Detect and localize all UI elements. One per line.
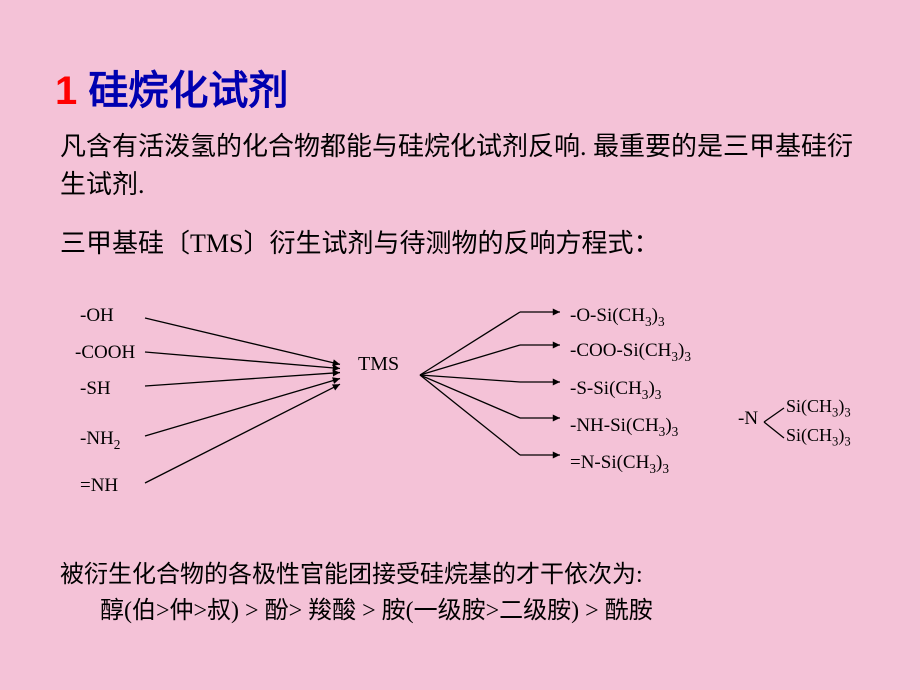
extra-n-prefix: -N (738, 408, 758, 430)
paragraph-1: 凡含有活泼氢的化合物都能与硅烷化试剂反响. 最重要的是三甲基硅衍生试剂. (60, 128, 860, 203)
diagram-lines (50, 290, 870, 520)
title-text: 硅烷化试剂 (88, 69, 288, 113)
page-title: 1 硅烷化试剂 (55, 58, 288, 116)
right-group-0: -O-Si(CH3)3 (570, 305, 665, 330)
right-group-1: -COO-Si(CH3)3 (570, 340, 691, 365)
title-number: 1 (55, 69, 77, 113)
left-group-4: =NH (80, 475, 118, 497)
right-group-3: -NH-Si(CH3)3 (570, 415, 678, 440)
extra-n-top: Si(CH3)3 (786, 396, 851, 421)
reaction-diagram: TMS -OH -COOH -SH -NH2 =NH -O-Si(CH3)3 -COO-Si(… (50, 290, 870, 520)
extra-n-bottom: Si(CH3)3 (786, 425, 851, 450)
paragraph-3: 被衍生化合物的各极性官能团接受硅烷基的才干依次为: (60, 558, 643, 593)
left-group-0: -OH (80, 305, 114, 327)
right-group-4: =N-Si(CH3)3 (570, 452, 669, 477)
right-group-2: -S-Si(CH3)3 (570, 378, 661, 403)
paragraph-2: 三甲基硅〔TMS〕衍生试剂与待测物的反响方程式： (60, 225, 659, 263)
center-label: TMS (358, 353, 399, 376)
left-group-2: -SH (80, 378, 111, 400)
left-group-1: -COOH (75, 342, 135, 364)
left-group-3: -NH2 (80, 428, 120, 453)
paragraph-4: 醇(伯>仲>叔) > 酚> 羧酸 > 胺(一级胺>二级胺) > 酰胺 (100, 594, 653, 629)
